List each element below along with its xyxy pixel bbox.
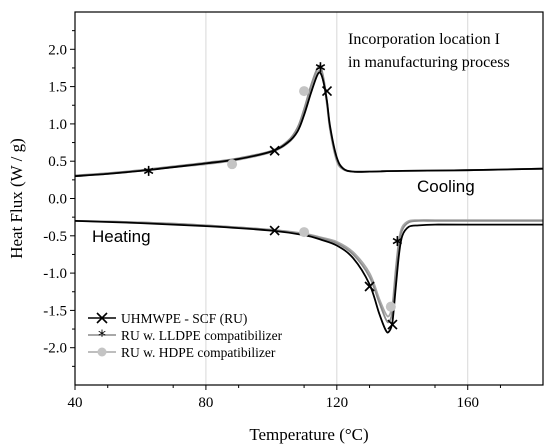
legend-label-lldpe: RU w. LLDPE compatibilizer [121,328,283,343]
legend-asterisk-marker-icon: * [98,326,106,345]
legend-circle-marker-icon [97,347,107,357]
x-tick-label: 40 [68,395,83,411]
circle-marker [299,86,310,97]
circle-marker [385,301,396,312]
x-marker [364,281,375,292]
series-line-cooling [74,71,544,177]
legend-label-uhmwpe: UHMWPE - SCF (RU) [121,311,247,326]
legend: UHMWPE - SCF (RU) * RU w. LLDPE compatib… [88,311,283,360]
plot-markers [143,62,403,330]
x-tick-label: 80 [198,395,213,411]
y-tick-label: 0.0 [48,192,67,208]
annotation-line-2: in manufacturing process [348,54,510,71]
legend-x-marker-icon [96,312,108,324]
x-tick-label: 120 [326,395,349,411]
y-tick-label: -2.0 [43,341,67,357]
legend-entry-uhmwpe: UHMWPE - SCF (RU) [88,311,247,326]
series-line-heating [74,220,543,334]
legend-entry-hdpe: RU w. HDPE compatibilizer [88,345,276,360]
x-marker [269,145,280,156]
circle-marker [299,227,310,238]
annotation-line-1: Incorporation location I [348,31,500,48]
y-tick-label: 1.5 [48,80,67,96]
legend-entry-lldpe: * RU w. LLDPE compatibilizer [88,326,283,345]
x-marker [387,319,398,330]
x-axis-title: Temperature (°C) [249,425,368,444]
circle-marker [227,159,238,170]
grid [205,12,469,385]
legend-label-hdpe: RU w. HDPE compatibilizer [121,345,276,360]
heating-label: Heating [92,227,151,246]
y-tick-label: -0.5 [43,229,67,245]
x-tick-label: 160 [456,395,479,411]
y-tick-label: 0.5 [48,154,67,170]
x-marker [321,85,333,97]
y-tick-label: -1.0 [43,266,67,282]
y-tick-label: -1.5 [43,303,67,319]
axis-ticks: 40 80 120 160 -2.0 -1.5 -1.0 -0.5 0.0 0.5 1.0 1.5 2.… [43,30,501,411]
cooling-label: Cooling [417,177,475,196]
y-axis-title: Heat Flux (W / g) [7,138,26,259]
y-tick-label: 1.0 [48,117,67,133]
x-marker [269,225,280,236]
asterisk-marker [143,167,154,175]
asterisk-marker [392,237,403,245]
asterisk-marker [315,64,326,71]
y-tick-label: 2.0 [48,42,67,58]
